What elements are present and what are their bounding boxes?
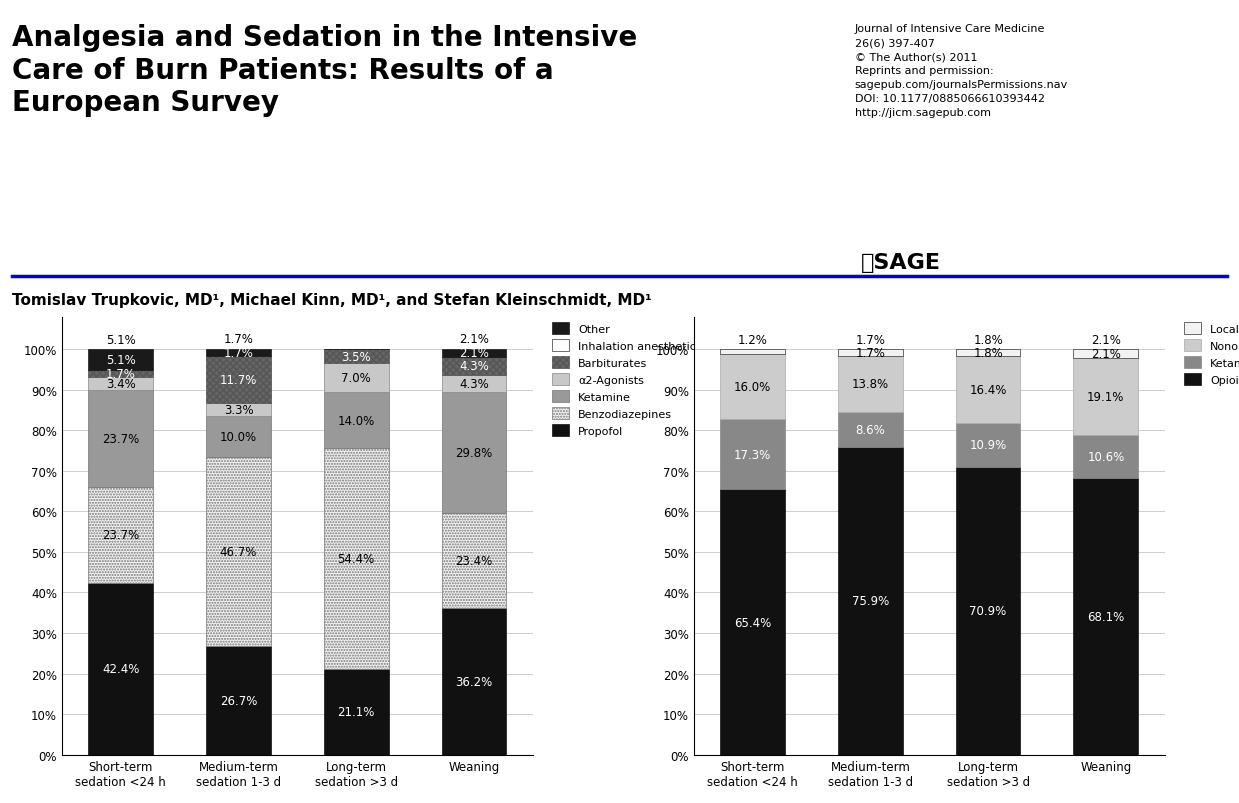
Bar [441, 357, 507, 375]
Text: 21.1%: 21.1% [337, 706, 375, 719]
Bar [955, 467, 1021, 755]
Text: 17.3%: 17.3% [733, 448, 772, 461]
Bar [1073, 436, 1139, 479]
Text: 26.7%: 26.7% [219, 695, 258, 707]
Text: 1.7%: 1.7% [855, 333, 886, 346]
Bar [441, 608, 507, 755]
Bar [720, 490, 786, 755]
Text: 68.1%: 68.1% [1087, 610, 1125, 623]
Bar [1073, 479, 1139, 755]
Bar [206, 417, 271, 458]
Text: 3.4%: 3.4% [105, 377, 136, 390]
Text: 65.4%: 65.4% [733, 616, 772, 629]
Bar [1073, 358, 1139, 436]
Text: 1.8%: 1.8% [973, 347, 1004, 360]
Text: 23.4%: 23.4% [455, 554, 493, 567]
Text: 4.3%: 4.3% [458, 377, 489, 390]
Bar [88, 487, 154, 583]
Text: 2.1%: 2.1% [1090, 334, 1121, 347]
Text: 1.7%: 1.7% [223, 333, 254, 346]
Text: Analgesia and Sedation in the Intensive
Care of Burn Patients: Results of a
Euro: Analgesia and Sedation in the Intensive … [12, 24, 638, 116]
Bar [206, 646, 271, 755]
Legend: Other, Inhalation anesthetic, Barbiturates, α2-Agonists, Ketamine, Benzodiazepin: Other, Inhalation anesthetic, Barbiturat… [553, 323, 696, 436]
Text: 10.9%: 10.9% [969, 439, 1007, 452]
Text: 7.0%: 7.0% [341, 372, 372, 385]
Text: 5.1%: 5.1% [105, 353, 136, 366]
Text: 54.4%: 54.4% [337, 552, 375, 565]
Text: 3.5%: 3.5% [342, 350, 370, 363]
Bar [323, 392, 389, 449]
Bar [955, 357, 1021, 423]
Text: 10.0%: 10.0% [221, 430, 256, 443]
Text: 75.9%: 75.9% [851, 594, 890, 608]
Bar [720, 420, 786, 490]
Bar [323, 364, 389, 392]
Bar [720, 355, 786, 420]
Text: 4.3%: 4.3% [458, 360, 489, 373]
Text: 2.1%: 2.1% [1090, 348, 1121, 361]
Bar [441, 513, 507, 608]
Bar [441, 349, 507, 357]
Bar [206, 349, 271, 356]
Text: 1.7%: 1.7% [223, 346, 254, 359]
Text: 8.6%: 8.6% [855, 423, 886, 436]
Bar [88, 583, 154, 755]
Bar [206, 356, 271, 403]
Bar [720, 350, 786, 355]
Bar [441, 375, 507, 393]
Text: 16.4%: 16.4% [969, 384, 1007, 397]
Bar [1073, 350, 1139, 358]
Bar [838, 349, 903, 357]
Text: 42.4%: 42.4% [102, 662, 140, 675]
Bar [323, 670, 389, 755]
Text: 16.0%: 16.0% [733, 381, 772, 393]
Text: 23.7%: 23.7% [102, 433, 140, 446]
Bar [88, 370, 154, 377]
Text: 1.7%: 1.7% [855, 347, 886, 360]
Bar [838, 413, 903, 447]
Bar [206, 403, 271, 417]
Text: 3.3%: 3.3% [224, 404, 253, 417]
Text: 13.8%: 13.8% [852, 378, 888, 391]
Text: Journal of Intensive Care Medicine
26(6) 397-407
© The Author(s) 2011
Reprints a: Journal of Intensive Care Medicine 26(6)… [855, 24, 1068, 118]
Text: 1.8%: 1.8% [973, 333, 1004, 346]
Bar [955, 349, 1021, 357]
Bar [441, 393, 507, 513]
Text: 23.7%: 23.7% [102, 528, 140, 541]
Text: ⓈSAGE: ⓈSAGE [861, 253, 942, 273]
Bar [88, 391, 154, 487]
Legend: Local anesthetics, Nonopioids, Ketamine, Opioids: Local anesthetics, Nonopioids, Ketamine,… [1184, 323, 1239, 385]
Text: 1.2%: 1.2% [737, 334, 768, 347]
Text: 1.7%: 1.7% [105, 367, 136, 380]
Text: 10.6%: 10.6% [1087, 451, 1125, 464]
Bar [838, 447, 903, 755]
Text: 29.8%: 29.8% [455, 446, 493, 459]
Text: 5.1%: 5.1% [105, 333, 136, 346]
Bar [955, 423, 1021, 467]
Bar [323, 449, 389, 670]
Text: 36.2%: 36.2% [455, 675, 493, 688]
Bar [88, 349, 154, 370]
Text: 70.9%: 70.9% [969, 605, 1007, 618]
Text: 2.1%: 2.1% [458, 333, 489, 346]
Text: 14.0%: 14.0% [337, 414, 375, 427]
Text: 2.1%: 2.1% [458, 347, 489, 360]
Bar [88, 377, 154, 391]
Text: 11.7%: 11.7% [219, 373, 258, 386]
Text: 19.1%: 19.1% [1087, 391, 1125, 404]
Text: Tomislav Trupkovic, MD¹, Michael Kinn, MD¹, and Stefan Kleinschmidt, MD¹: Tomislav Trupkovic, MD¹, Michael Kinn, M… [12, 293, 652, 308]
Bar [838, 357, 903, 413]
Bar [206, 458, 271, 646]
Text: 46.7%: 46.7% [219, 545, 258, 559]
Bar [323, 349, 389, 364]
